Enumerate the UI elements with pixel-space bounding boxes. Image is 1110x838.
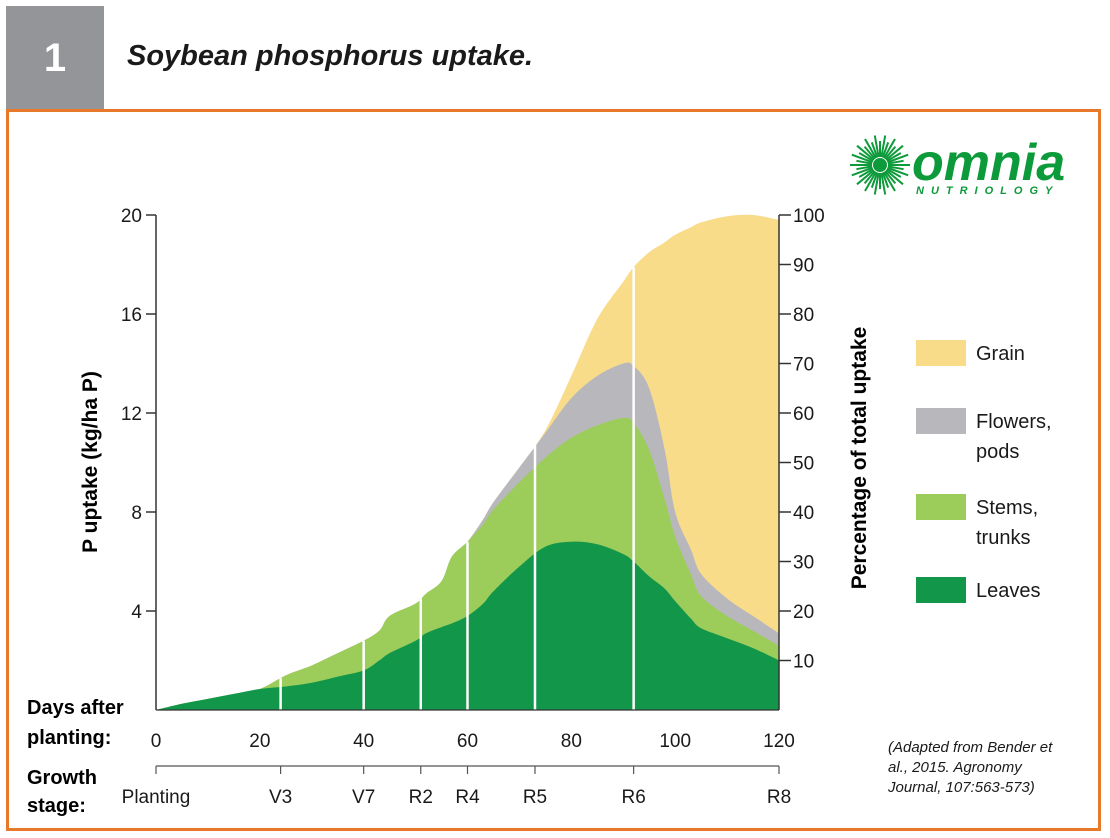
legend: Grain Flowers, pods Stems, trunks Leaves [916,340,1052,603]
sunburst-ray [856,159,873,165]
sunburst-ray [881,172,890,188]
legend-label: Flowers, [976,411,1052,433]
sunburst-ray [883,171,896,192]
x-tick-label: 20 [249,731,270,752]
stage-label-v7: V7 [352,787,375,808]
growth-stage-lines [279,266,635,710]
sunburst-ray [858,152,874,162]
x-tick-label: 120 [763,731,795,752]
legend-label: trunks [976,527,1030,549]
stage-label-r6: R6 [621,787,645,808]
y-tick-label: 8 [131,503,142,524]
omnia-logo: omnia NUTRIOLOGY [850,134,1065,197]
y-axis-title: P uptake (kg/ha P) [79,371,102,553]
sunburst-ray [887,165,904,171]
sunburst-ray [858,168,874,178]
y2-tick-label: 20 [793,602,814,623]
sunburst-ray [863,170,876,185]
y-tick-label: 16 [121,305,142,326]
sunburst-ray [856,165,873,171]
sunburst-ray [856,169,875,186]
brand-name: omnia [912,134,1065,192]
source-note-line-1: (Adapted from Bender et [888,739,1053,756]
y2-axis-title: Percentage of total uptake [848,327,871,590]
legend-label: Stems, [976,497,1038,519]
sunburst-icon [850,135,910,195]
y2-tick-label: 70 [793,355,814,376]
sunburst-ray [873,172,880,195]
x-tick-label: 80 [561,731,582,752]
sunburst-ray [864,138,877,159]
y2-tick-label: 90 [793,256,814,277]
sunburst-ray [887,166,909,177]
sunburst-core [873,158,887,172]
stage-label-r4: R4 [455,787,480,808]
x-tick-label: 60 [457,731,478,752]
x-tick-label: 100 [659,731,691,752]
axes-layer: 4 8 12 16 20 10 20 30 40 50 60 70 80 90 100 0 20 40 60 80 10… [121,206,825,752]
legend-swatch-grain [916,340,966,366]
legend-label: Grain [976,343,1025,365]
sunburst-ray [881,142,890,158]
sunburst-ray [886,168,902,178]
y2-tick-label: 40 [793,503,814,524]
y-tick-label: 20 [121,206,142,227]
y2-tick-label: 60 [793,404,814,425]
sunburst-ray [880,135,887,158]
growth-stage-axis: Planting V3 V7 R2 R4 R5 R6 R8 [122,765,791,808]
sunburst-ray [884,145,897,160]
growth-stage-title-line-1: Growth [27,767,97,789]
sunburst-ray [883,138,896,159]
sunburst-ray [887,159,904,165]
x-axis-title-line-1: Days after [27,697,124,719]
legend-label: Leaves [976,580,1041,602]
sunburst-ray [880,172,887,195]
y2-tick-label: 30 [793,553,814,574]
figure-title: Soybean phosphorus uptake. [127,40,534,72]
sunburst-ray [864,171,877,192]
stage-label-r2: R2 [409,787,433,808]
sunburst-ray [885,169,904,186]
legend-swatch-stems-trunks [916,494,966,520]
sunburst-ray [851,166,873,177]
source-note-line-2: al., 2015. Agronomy [888,759,1023,776]
y-tick-label: 12 [121,404,142,425]
stage-label-planting: Planting [122,787,191,808]
stage-label-v3: V3 [269,787,292,808]
figure-number-badge: 1 [6,6,104,110]
growth-stage-title-line-2: stage: [27,795,86,817]
sunburst-ray [884,170,897,185]
chart-frame [6,109,1101,831]
legend-swatch-leaves [916,577,966,603]
sunburst-ray [851,153,873,164]
source-note-line-3: Journal, 107:563-573) [887,779,1035,796]
stage-label-r5: R5 [523,787,547,808]
brand-tagline: NUTRIOLOGY [916,185,1059,197]
x-axis-title-line-2: planting: [27,727,111,749]
y-tick-label: 4 [131,602,142,623]
y2-tick-label: 100 [793,206,825,227]
stage-label-r8: R8 [767,787,791,808]
sunburst-ray [873,135,880,158]
sunburst-ray [870,172,879,188]
sunburst-ray [863,145,876,160]
legend-swatch-flowers-pods [916,408,966,434]
legend-label: pods [976,441,1019,463]
sunburst-ray [870,142,879,158]
y2-tick-label: 80 [793,305,814,326]
y2-tick-label: 50 [793,454,814,475]
sunburst-ray [856,144,875,161]
sunburst-ray [887,153,909,164]
sunburst-ray [885,144,904,161]
y2-tick-label: 10 [793,652,814,673]
x-tick-label: 0 [151,731,162,752]
sunburst-ray [886,152,902,162]
x-tick-label: 40 [353,731,374,752]
